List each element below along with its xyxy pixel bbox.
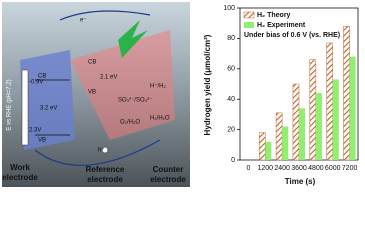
page: { "diagram": { "electrodes": { "work": [… (2, 2, 359, 187)
reference-electrode: Reference (86, 165, 125, 174)
hole-marker (101, 146, 109, 154)
work-electrode: electrode (2, 173, 38, 182)
cb-label-2: CB (88, 60, 96, 66)
work-electrode: Work (10, 163, 30, 172)
bar (349, 56, 356, 160)
redox-h2o: H₂/H₂O (150, 116, 170, 122)
bar (326, 42, 333, 161)
bar (258, 132, 266, 161)
counter-electrode: electrode (150, 175, 186, 184)
vb-label-2: VB (88, 90, 96, 96)
light-beam (70, 30, 175, 140)
light-icon (118, 20, 148, 58)
redox-h2: H⁺/H₂ (150, 83, 167, 90)
x-tick-label: 0 (246, 165, 250, 172)
bar (265, 141, 272, 160)
electron-path (59, 10, 151, 21)
reference-electrode: electrode (87, 175, 123, 184)
y-tick-label: 0 (231, 157, 235, 164)
bar (275, 112, 283, 161)
x-tick-label: 1200 (257, 165, 273, 172)
band-gap: 3.2 eV (40, 106, 57, 112)
photoelectrode (20, 50, 75, 150)
hole: h⁺ (98, 147, 105, 154)
y-axis-label: Hydrogen yield (μmol/cm²) (203, 34, 212, 135)
bar (315, 93, 322, 160)
annotation: Under bias of 0.6 V (vs. RHE) (244, 32, 340, 39)
vb-label: VB (38, 138, 46, 144)
x-tick-label: 6000 (325, 165, 341, 172)
redox-so: SO₃²⁻/SO₄²⁻ (118, 98, 152, 104)
schematic: E vs RHE (pH=7.2) CB VB 3.2 eV -0.9V 2.3… (2, 2, 190, 187)
bar (292, 83, 300, 161)
x-axis-label: Time (s) (285, 177, 316, 186)
y-tick-label: 80 (227, 35, 235, 42)
x-tick-label: 3600 (291, 165, 307, 172)
legend-swatch (244, 22, 254, 28)
y-tick-label: 100 (223, 5, 235, 12)
bar (282, 126, 289, 160)
redox-o2: O₂/H₂O (120, 120, 140, 126)
energy-axis-label: E vs RHE (pH=7.2) (7, 79, 13, 130)
x-tick-label: 7200 (342, 165, 358, 172)
y-tick-label: 60 (227, 66, 235, 73)
chart: Hydrogen yield (μmol/cm²) Time (s) 0 20 40… (203, 5, 359, 186)
legend-label: H₂ Theory (257, 12, 291, 19)
cb-label: CB (38, 74, 46, 80)
legend-swatch (243, 11, 255, 19)
electron: e⁻ (80, 18, 87, 24)
legend-label: H₂ Experiment (257, 22, 306, 29)
x-tick-label: 2400 (274, 165, 290, 172)
x-tick-label: 4800 (308, 165, 324, 172)
band-gap-2: 2.1 eV (100, 75, 117, 81)
counter-electrode: Counter (153, 165, 184, 174)
vb-level: 2.3V (29, 128, 41, 134)
cb-level: -0.9V (29, 80, 43, 86)
y-tick-label: 40 (227, 96, 235, 103)
bar (332, 79, 339, 160)
y-tick-label: 20 (227, 126, 235, 133)
circuit-path (34, 139, 161, 166)
figure: E vs RHE (pH=7.2) CB VB 3.2 eV -0.9V 2.3… (2, 2, 359, 187)
energy-axis (21, 69, 29, 146)
bar (343, 25, 350, 161)
bar (299, 108, 306, 160)
bar (309, 59, 317, 161)
